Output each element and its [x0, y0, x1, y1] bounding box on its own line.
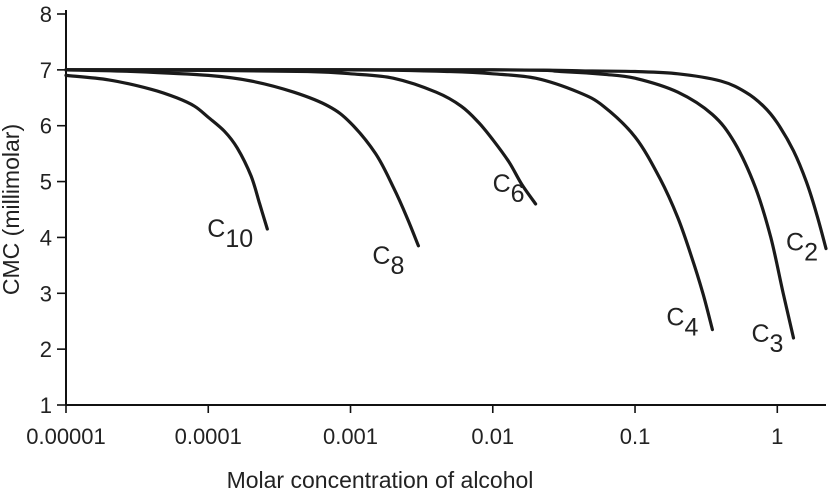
y-axis-title: CMC (millimolar) — [0, 124, 24, 295]
x-tick-label: 1 — [771, 424, 783, 449]
y-tick-label: 4 — [40, 225, 52, 250]
y-tick-label: 7 — [40, 58, 52, 83]
x-tick-label: 0.00001 — [26, 424, 106, 449]
x-tick-label: 0.001 — [323, 424, 378, 449]
x-tick-label: 0.01 — [471, 424, 514, 449]
x-tick-label: 0.1 — [620, 424, 651, 449]
curve-c3 — [64, 68, 796, 340]
y-tick-label: 6 — [40, 114, 52, 139]
curve-label-c8: C8 — [372, 242, 404, 280]
curves — [64, 68, 828, 340]
curve-label-c4: C4 — [666, 304, 698, 342]
curve-c4 — [64, 68, 714, 332]
y-tick-label: 1 — [40, 393, 52, 418]
y-tick-label: 5 — [40, 170, 52, 195]
curve-label-c6: C6 — [493, 170, 525, 208]
y-tick-label: 3 — [40, 281, 52, 306]
y-tick-label: 8 — [40, 2, 52, 27]
curve-label-c2: C2 — [786, 229, 818, 267]
curve-c8 — [64, 68, 420, 248]
curve-c6 — [64, 68, 538, 206]
curve-label-c10: C10 — [207, 215, 253, 253]
curve-c10 — [64, 73, 269, 231]
y-ticks: 1 2 3 4 5 6 7 8 — [40, 2, 66, 418]
curve-c2 — [64, 68, 828, 251]
x-axis-title: Molar concentration of alcohol — [227, 467, 534, 493]
curve-labels: C10 C8 C6 C4 C3 C2 — [207, 170, 818, 358]
y-tick-label: 2 — [40, 337, 52, 362]
x-ticks: 0.00001 0.0001 0.001 0.01 0.1 1 — [26, 405, 783, 449]
curve-label-c3: C3 — [751, 320, 783, 358]
x-tick-label: 0.0001 — [175, 424, 242, 449]
